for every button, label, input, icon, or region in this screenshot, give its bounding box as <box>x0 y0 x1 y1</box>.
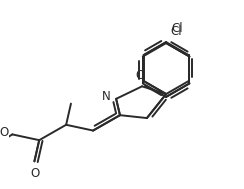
Text: Cl: Cl <box>171 22 183 35</box>
Text: O: O <box>0 126 9 139</box>
Text: O: O <box>135 69 145 81</box>
Text: O: O <box>31 167 40 180</box>
Text: N: N <box>102 90 110 103</box>
Text: Cl: Cl <box>170 25 182 38</box>
